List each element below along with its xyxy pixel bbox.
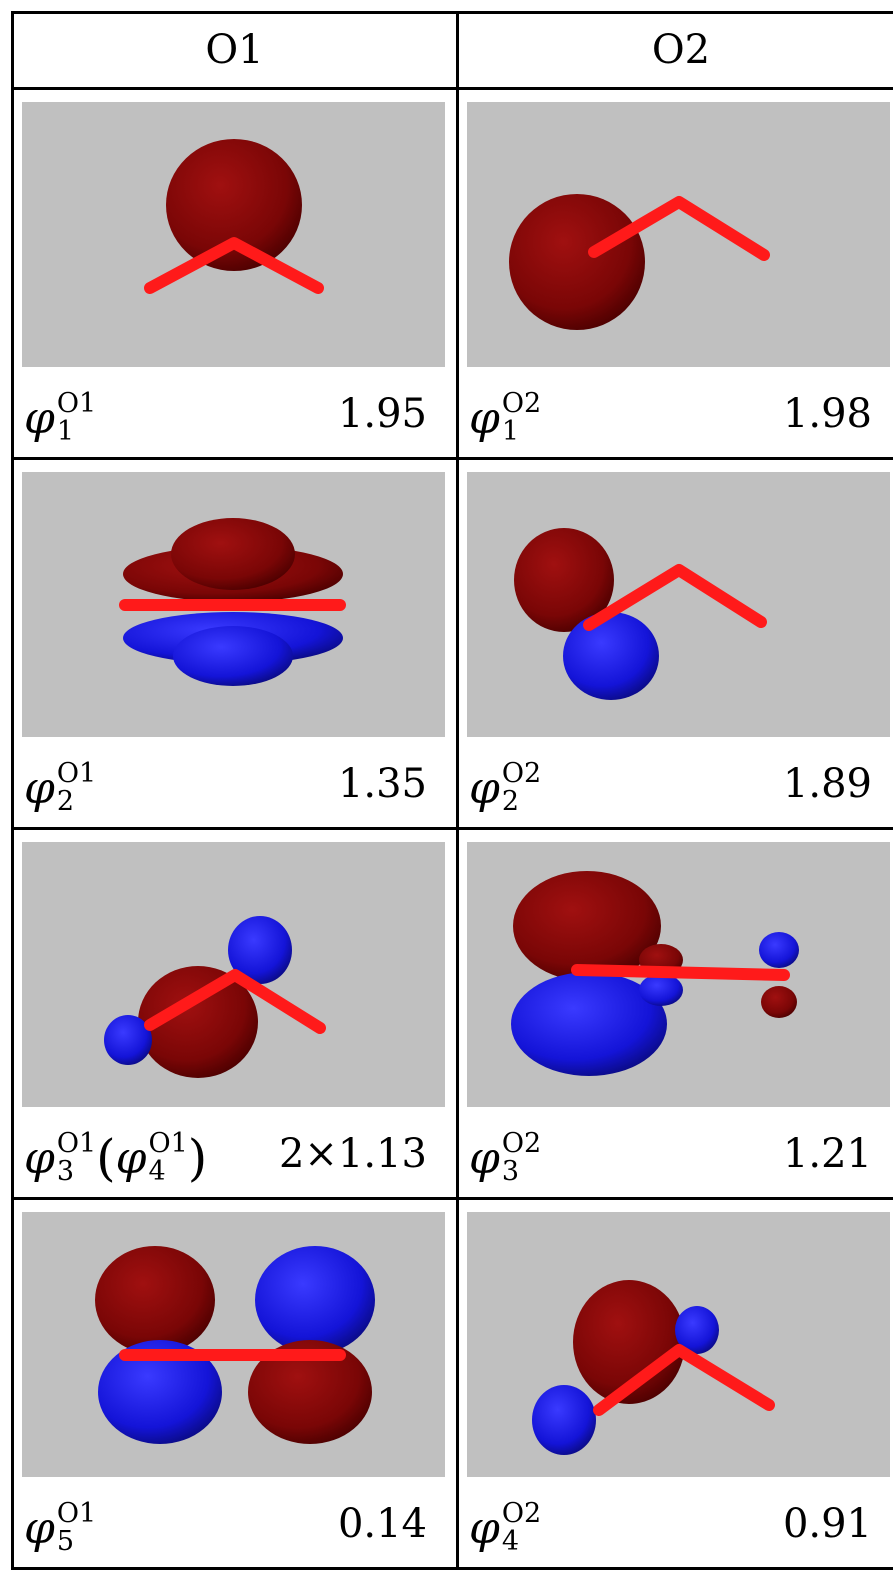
occupation-value: 1.35 [12,761,427,811]
column-header: O1 [12,12,457,88]
occupation-value: 0.14 [12,1501,427,1551]
orbital-lobe [563,612,659,700]
orbital-image [22,472,445,737]
orbital-lobe [95,1246,215,1354]
orbital-lobe [173,626,293,686]
orbital-lobe [639,974,683,1006]
column-header: O2 [457,12,893,88]
row-border [11,1567,893,1570]
orbital-image [467,842,890,1107]
occupation-value: 1.95 [12,391,427,441]
orbital-table: O1O2 φO111.95 φO211.98 φO121.35 φO221.89… [0,0,893,1577]
occupation-value: 0.91 [457,1501,872,1551]
orbital-lobe [532,1385,596,1455]
occupation-value: 1.98 [457,391,872,441]
orbital-image [22,102,445,367]
occupation-value: 2×1.13 [12,1131,427,1181]
page: O1O2 φO111.95 φO211.98 φO121.35 φO221.89… [0,0,893,1577]
orbital-lobe [509,194,645,330]
orbital-lobe [759,932,799,968]
orbital-image [22,1212,445,1477]
orbital-image [467,1212,890,1477]
orbital-lobe [166,139,302,271]
orbital-lobe [255,1246,375,1354]
occupation-value: 1.21 [457,1131,872,1181]
occupation-value: 1.89 [457,761,872,811]
orbital-image [22,842,445,1107]
row-border [11,457,893,460]
orbital-image [467,472,890,737]
bond-rod [577,970,784,975]
orbital-lobe [171,518,295,590]
orbital-image [467,102,890,367]
orbital-lobe [761,986,797,1018]
row-border [11,827,893,830]
